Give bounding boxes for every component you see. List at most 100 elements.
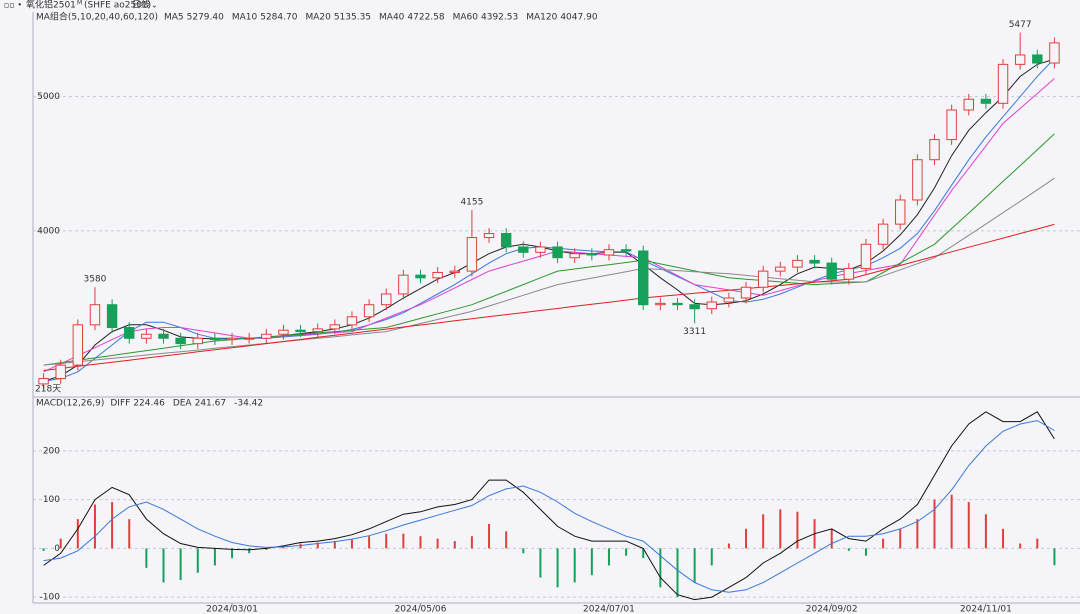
candle-body <box>363 304 375 318</box>
candle-body <box>706 301 717 310</box>
candle-body <box>72 324 84 366</box>
candle-body <box>809 259 820 264</box>
legend-name: DEA <box>173 399 193 409</box>
legend-value: 5135.35 <box>334 13 371 23</box>
legend-name: MA120 <box>526 13 557 23</box>
candle-body <box>243 337 255 340</box>
candle-body <box>124 327 135 339</box>
legend-name: MA5 <box>164 13 184 23</box>
candle-body <box>1014 54 1026 65</box>
legend-value: 5279.40 <box>187 13 224 23</box>
y-tick-label: 200 <box>43 446 60 456</box>
legend-name: MA10 <box>232 13 258 23</box>
candle-body <box>432 271 443 279</box>
candle-body <box>1049 42 1060 64</box>
ma-line <box>43 58 1055 382</box>
x-tick-label: 2024/03/01 <box>206 605 258 614</box>
candle-body <box>89 304 101 326</box>
candle-body <box>843 267 855 280</box>
legend-name: MA40 <box>379 13 405 23</box>
legend-value: 241.67 <box>195 399 227 409</box>
candle-body <box>860 243 872 269</box>
candle-body <box>672 302 683 306</box>
candle-body <box>655 302 666 306</box>
candle-body <box>946 109 957 141</box>
legend-name: DIFF <box>110 399 130 409</box>
candle-body <box>209 337 221 341</box>
candle-body <box>415 274 426 279</box>
candle-body <box>466 237 478 272</box>
candle-body <box>312 328 323 333</box>
y-tick-label: 0 <box>54 544 60 554</box>
candle-body <box>449 270 460 273</box>
macd-line <box>43 411 1055 601</box>
candle-body <box>226 337 238 341</box>
candle-body <box>346 316 358 326</box>
symbol: 氧化铝2501 <box>26 0 76 11</box>
ma-legend-title: MA组合(5,10,20,40,60,120) <box>36 11 158 23</box>
candle-body <box>929 139 940 161</box>
candle-body <box>55 364 66 380</box>
candle-body <box>757 270 769 288</box>
legend-name: MA60 <box>453 13 479 23</box>
peak-label: 3311 <box>683 327 706 337</box>
y-tick-label: 5000 <box>37 92 60 102</box>
symbol-mark: M <box>77 0 82 7</box>
candle-body <box>586 253 598 256</box>
candle-body <box>775 266 786 272</box>
candle-body <box>261 333 272 339</box>
ma-line <box>43 177 1055 366</box>
candle-body <box>552 246 563 259</box>
symbol-code: (SHFE ao2501) <box>84 1 151 11</box>
x-tick-label: 2024/05/06 <box>395 605 447 614</box>
legend-name: MA20 <box>305 13 331 23</box>
menu-icon[interactable]: ▫▫ • <box>4 1 22 10</box>
x-tick-label: 2024/09/02 <box>806 605 858 614</box>
candle-body <box>689 304 700 310</box>
candle-body <box>329 324 341 330</box>
candle-body <box>175 337 186 345</box>
candle-body <box>38 378 49 385</box>
candle-body <box>278 329 289 335</box>
x-tick-label: 2024/07/01 <box>583 605 635 614</box>
candle-body <box>877 223 889 245</box>
macd-title: MACD(12,26,9) <box>36 399 104 409</box>
candle-body <box>141 333 152 339</box>
candle-body <box>963 98 974 111</box>
legend-value: 5284.70 <box>260 13 297 23</box>
peak-label: 5477 <box>1009 20 1032 30</box>
legend-value: 4047.90 <box>560 13 597 23</box>
candle-body <box>569 253 580 259</box>
ma-line <box>43 133 1055 366</box>
candle-body <box>381 293 392 306</box>
candle-body <box>997 63 1009 104</box>
candle-body <box>295 329 306 333</box>
ma-line <box>43 223 1055 371</box>
peak-label: 3580 <box>84 275 107 285</box>
legend-value: -34.42 <box>234 399 263 409</box>
candle-body <box>192 337 203 345</box>
macd-line <box>43 420 1055 593</box>
y-tick-label: 4000 <box>37 226 60 236</box>
candle-body <box>106 304 118 329</box>
candle-body <box>500 233 512 248</box>
candle-body <box>895 199 906 225</box>
candle-body <box>398 274 409 295</box>
candle-body <box>638 250 649 306</box>
period[interactable]: 日线 <box>132 0 150 11</box>
candle-body <box>603 249 615 256</box>
candle-body <box>483 233 495 239</box>
ma-line <box>43 78 1055 373</box>
candle-body <box>740 286 752 299</box>
legend-value: 224.46 <box>133 399 165 409</box>
candle-body <box>620 249 632 252</box>
legend-value: 4392.53 <box>481 13 518 23</box>
candle-body <box>723 297 735 303</box>
candle-body <box>912 159 923 201</box>
day-count: 218天 <box>35 385 61 395</box>
candle-body <box>980 98 992 104</box>
candle-body <box>518 246 529 253</box>
period-dropdown[interactable]: ⌄ <box>151 1 158 10</box>
